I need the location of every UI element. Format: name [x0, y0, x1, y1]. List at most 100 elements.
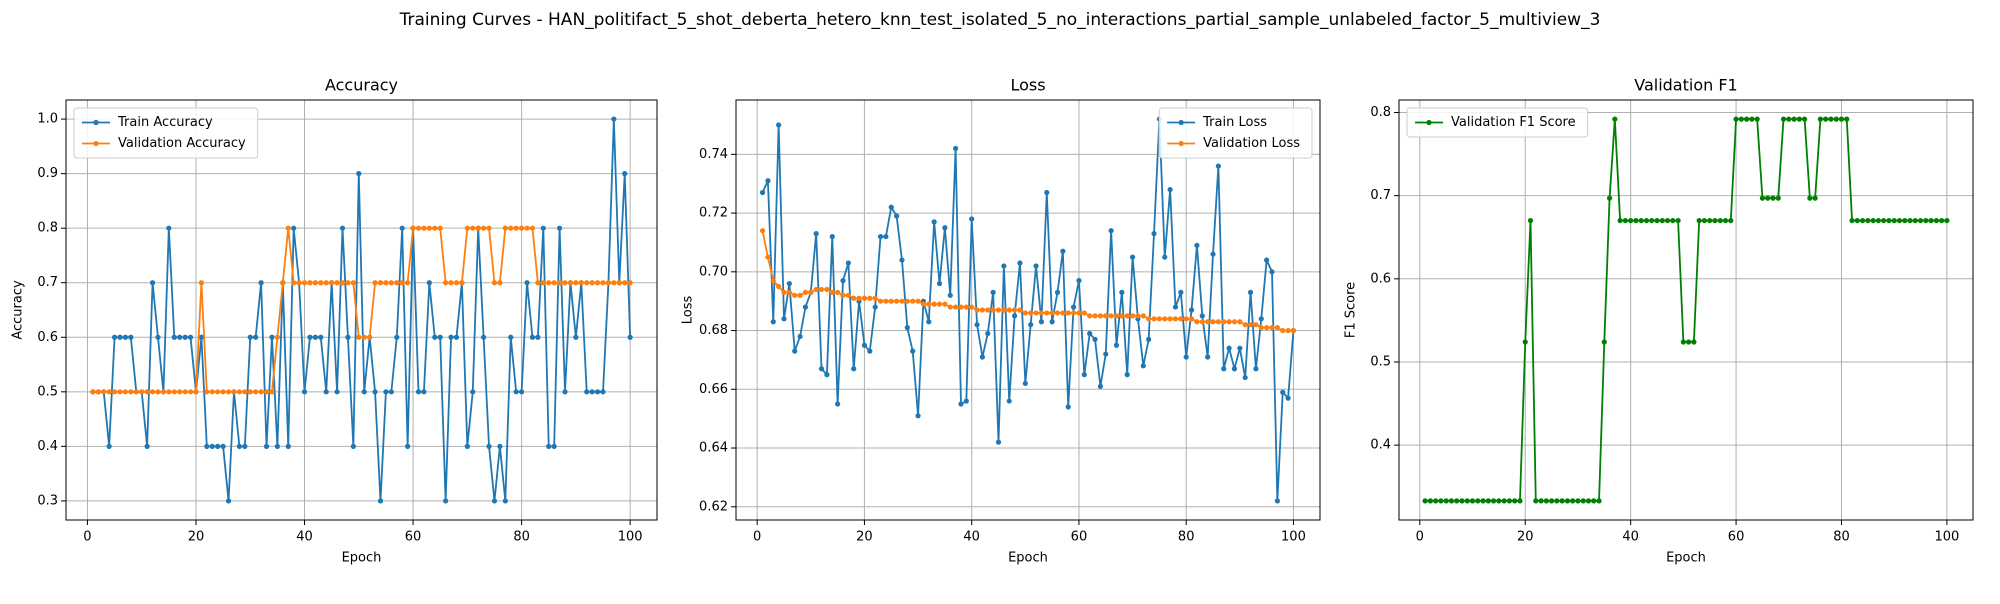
point	[1162, 316, 1168, 322]
point	[1215, 319, 1221, 325]
point	[1654, 217, 1660, 224]
point	[567, 280, 574, 286]
point	[594, 280, 601, 286]
point	[1707, 217, 1713, 224]
point	[770, 319, 776, 325]
point	[171, 334, 177, 340]
point	[285, 225, 291, 231]
point	[1907, 217, 1913, 224]
point	[339, 225, 346, 231]
point	[149, 280, 156, 286]
point	[551, 443, 557, 449]
point	[1188, 316, 1195, 322]
point	[584, 280, 590, 286]
legend-marker	[1426, 119, 1432, 126]
point	[394, 280, 400, 286]
point	[1891, 217, 1897, 224]
point	[802, 289, 809, 295]
point	[345, 280, 351, 286]
point	[1480, 498, 1486, 504]
point	[926, 301, 932, 307]
point	[1162, 254, 1168, 260]
point	[1680, 339, 1686, 345]
point	[253, 334, 259, 340]
point	[475, 225, 481, 231]
point	[759, 189, 766, 196]
point	[356, 334, 362, 340]
point	[524, 225, 530, 231]
point	[867, 348, 873, 354]
point	[894, 213, 900, 219]
point	[1801, 116, 1808, 122]
point	[894, 298, 900, 304]
point	[177, 389, 183, 395]
point	[1226, 345, 1232, 351]
point	[339, 280, 346, 286]
x-tick-label: 100	[1934, 530, 1959, 545]
point	[974, 322, 980, 328]
point	[1775, 195, 1781, 201]
point	[616, 280, 622, 286]
y-tick-label: 0.5	[37, 384, 58, 399]
point	[209, 443, 215, 449]
y-tick-label: 0.4	[1370, 438, 1391, 453]
point	[1076, 278, 1082, 284]
point	[931, 219, 937, 225]
point	[215, 389, 221, 395]
point	[920, 301, 927, 307]
point	[611, 116, 617, 122]
point	[1838, 116, 1845, 122]
x-tick-label: 0	[1416, 530, 1424, 545]
point	[225, 389, 232, 395]
point	[1496, 498, 1502, 504]
point	[204, 389, 210, 395]
point	[1247, 322, 1254, 328]
point	[111, 389, 118, 395]
point	[323, 280, 329, 286]
point	[1812, 195, 1818, 201]
point	[1188, 307, 1195, 313]
point	[508, 225, 514, 231]
point	[953, 145, 959, 152]
point	[936, 301, 943, 307]
point	[979, 354, 986, 360]
legend-marker	[1178, 119, 1184, 126]
point	[1199, 313, 1205, 319]
point	[1146, 316, 1152, 322]
point	[1585, 498, 1592, 504]
point	[291, 280, 297, 286]
subplot-title: Loss	[1010, 76, 1045, 95]
point	[443, 280, 449, 286]
point	[155, 334, 161, 340]
point	[377, 498, 384, 504]
point	[459, 280, 465, 286]
point	[845, 292, 851, 298]
y-tick-label: 0.6	[1370, 271, 1391, 286]
point	[1754, 116, 1760, 122]
point	[193, 389, 199, 395]
point	[1172, 316, 1179, 322]
point	[1237, 319, 1243, 325]
point	[979, 307, 986, 313]
point	[759, 228, 766, 234]
point	[258, 280, 264, 286]
point	[280, 280, 286, 286]
point	[910, 298, 916, 304]
point	[808, 289, 814, 295]
point	[1129, 254, 1136, 260]
y-tick-label: 0.5	[1370, 354, 1391, 369]
point	[410, 225, 416, 231]
point	[1070, 310, 1077, 316]
point	[1092, 336, 1098, 342]
point	[388, 389, 394, 395]
point	[274, 443, 280, 449]
point	[936, 280, 943, 287]
point	[350, 280, 356, 286]
point	[867, 295, 873, 301]
point	[443, 498, 449, 504]
point	[486, 443, 492, 449]
point	[1038, 319, 1045, 325]
point	[786, 289, 792, 295]
point	[372, 389, 378, 395]
point	[797, 333, 803, 340]
